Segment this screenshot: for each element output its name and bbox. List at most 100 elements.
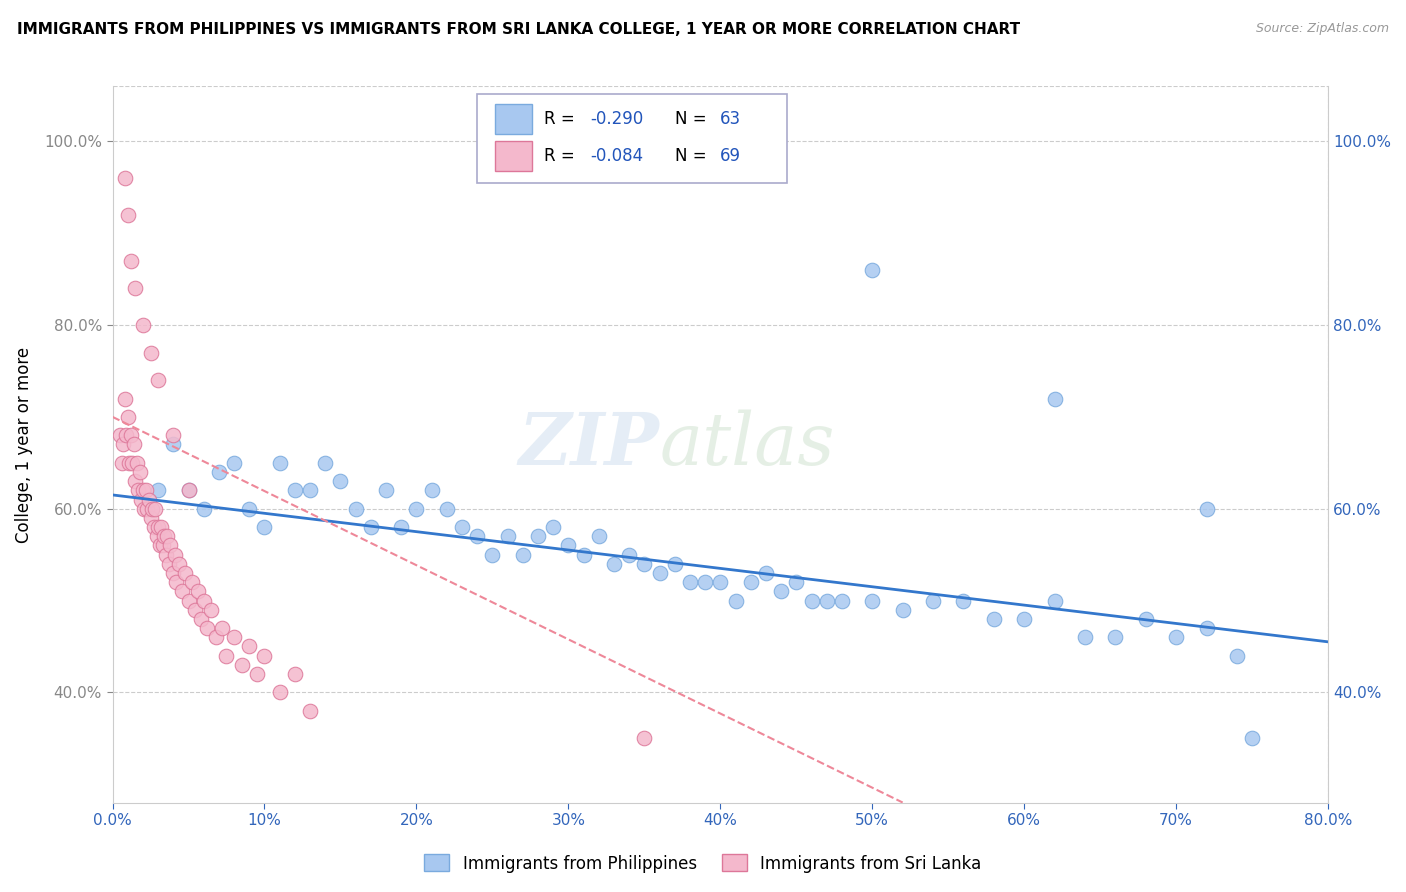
Point [118,456,141,470]
Point [124,281,146,295]
Y-axis label: College, 1 year or more: College, 1 year or more [15,346,32,542]
Point [165,575,187,590]
Point [145,529,167,543]
Point [246,667,269,681]
Point [269,456,291,470]
Point [132,318,155,332]
Point [208,465,231,479]
Text: 63: 63 [720,110,741,128]
Point [860,263,883,277]
Point [122,437,145,451]
Point [139,511,162,525]
Point [679,575,702,590]
Point [344,501,367,516]
Point [465,529,488,543]
Point [131,492,153,507]
Point [111,456,134,470]
Point [177,593,200,607]
Point [299,483,322,498]
Point [120,428,142,442]
Point [200,603,222,617]
Point [269,685,291,699]
Point [150,520,173,534]
Point [180,575,202,590]
Text: R =: R = [544,110,581,128]
Point [215,648,238,663]
Point [190,612,212,626]
Point [724,593,747,607]
Point [172,584,194,599]
Point [284,483,307,498]
Point [740,575,762,590]
Point [157,557,180,571]
Point [124,474,146,488]
Point [512,548,534,562]
Point [205,630,228,644]
Point [299,704,322,718]
Point [195,621,218,635]
Point [1074,630,1097,644]
Point [360,520,382,534]
Point [211,621,233,635]
Point [114,392,136,406]
Point [162,428,184,442]
Point [222,630,245,644]
Point [253,520,276,534]
Point [108,428,131,442]
Point [648,566,671,580]
Point [891,603,914,617]
Point [800,593,823,607]
Point [496,529,519,543]
Point [127,483,149,498]
Point [314,456,336,470]
Point [162,437,184,451]
FancyBboxPatch shape [477,94,787,183]
Legend: Immigrants from Philippines, Immigrants from Sri Lanka: Immigrants from Philippines, Immigrants … [418,847,988,880]
Text: atlas: atlas [659,409,835,480]
Text: -0.084: -0.084 [591,147,644,165]
Point [1104,630,1126,644]
Text: Source: ZipAtlas.com: Source: ZipAtlas.com [1256,22,1389,36]
Point [169,557,191,571]
Point [527,529,550,543]
Point [174,566,197,580]
Point [117,409,139,424]
Point [1195,621,1218,635]
Point [143,501,166,516]
Point [481,548,503,562]
Point [983,612,1005,626]
Text: 69: 69 [720,147,741,165]
Point [134,501,156,516]
Point [785,575,807,590]
Point [1226,648,1249,663]
Point [420,483,443,498]
Point [115,428,138,442]
Point [603,557,626,571]
Point [436,501,458,516]
Point [222,456,245,470]
Point [153,529,176,543]
Point [146,483,169,498]
Point [132,483,155,498]
Point [664,557,686,571]
Point [121,456,143,470]
Point [146,520,169,534]
Point [1135,612,1157,626]
Point [329,474,352,488]
Point [755,566,778,580]
Point [1195,501,1218,516]
Point [617,548,640,562]
Point [120,253,142,268]
Point [138,492,160,507]
Point [860,593,883,607]
Point [142,520,165,534]
Point [695,575,717,590]
Point [135,483,157,498]
Point [112,437,135,451]
Point [152,538,174,552]
Point [633,731,655,746]
Point [187,584,209,599]
Point [114,171,136,186]
Point [389,520,412,534]
Text: N =: N = [675,110,713,128]
